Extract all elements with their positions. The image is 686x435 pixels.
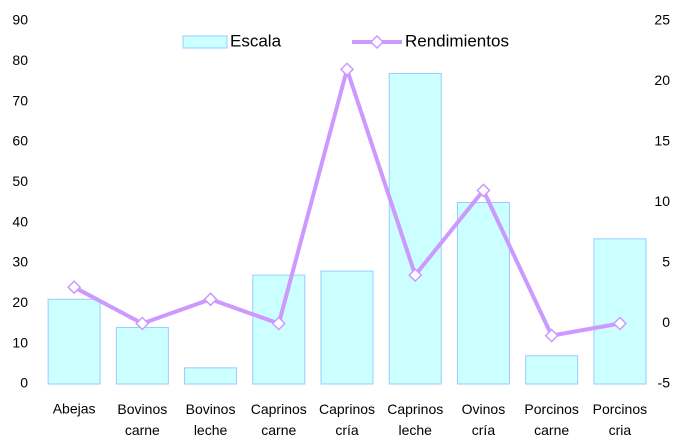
x-tick-label: Caprinos leche: [387, 401, 443, 435]
bar: [115, 327, 169, 385]
x-tick-label: Caprinos carne: [251, 401, 307, 435]
bar: [184, 367, 238, 385]
y2-tick-label: 5: [662, 254, 670, 270]
marker: [339, 62, 355, 77]
marker: [67, 280, 82, 295]
marker: [135, 316, 150, 331]
bar: [456, 202, 510, 385]
y2-tick-label: 20: [654, 72, 670, 88]
x-tick-label: Porcinos cria: [593, 401, 647, 435]
marker: [612, 316, 627, 331]
y-tick-label: 10: [12, 334, 28, 350]
legend-label: Rendimientos: [405, 31, 509, 50]
y-tick-label: 70: [12, 92, 28, 108]
bar: [593, 238, 647, 385]
bar: [388, 72, 442, 385]
y-tick-label: 30: [12, 254, 28, 270]
x-tick-label: Porcinos carne: [524, 401, 578, 435]
y2-tick-label: -5: [658, 375, 671, 391]
y-tick-label: 0: [20, 375, 28, 391]
bar: [47, 298, 101, 385]
y2-tick-label: 10: [654, 193, 670, 209]
marker: [271, 316, 286, 331]
x-tick-label: Bovinos leche: [186, 401, 236, 435]
y-tick-label: 40: [12, 213, 28, 229]
legend-swatch: [182, 35, 228, 49]
marker: [408, 268, 423, 283]
y-tick-label: 60: [12, 133, 28, 149]
marker: [544, 328, 559, 343]
y2-tick-label: 0: [662, 314, 670, 330]
y-tick-label: 50: [12, 173, 28, 189]
legend-label: Escala: [230, 31, 282, 50]
bar: [525, 355, 579, 385]
y2-tick-label: 15: [654, 133, 670, 149]
x-tick-label: Abejas: [53, 401, 96, 417]
y-tick-label: 90: [12, 12, 28, 28]
y-tick-label: 80: [12, 52, 28, 68]
marker: [476, 183, 491, 198]
x-tick-label: Ovinos cría: [462, 401, 506, 435]
marker: [203, 292, 218, 307]
x-tick-label: Bovinos carne: [117, 401, 167, 435]
y2-tick-label: 25: [654, 12, 670, 28]
y-tick-label: 20: [12, 294, 28, 310]
x-tick-label: Caprinos cría: [319, 401, 375, 435]
legend-marker: [369, 34, 385, 50]
bar: [320, 270, 374, 385]
